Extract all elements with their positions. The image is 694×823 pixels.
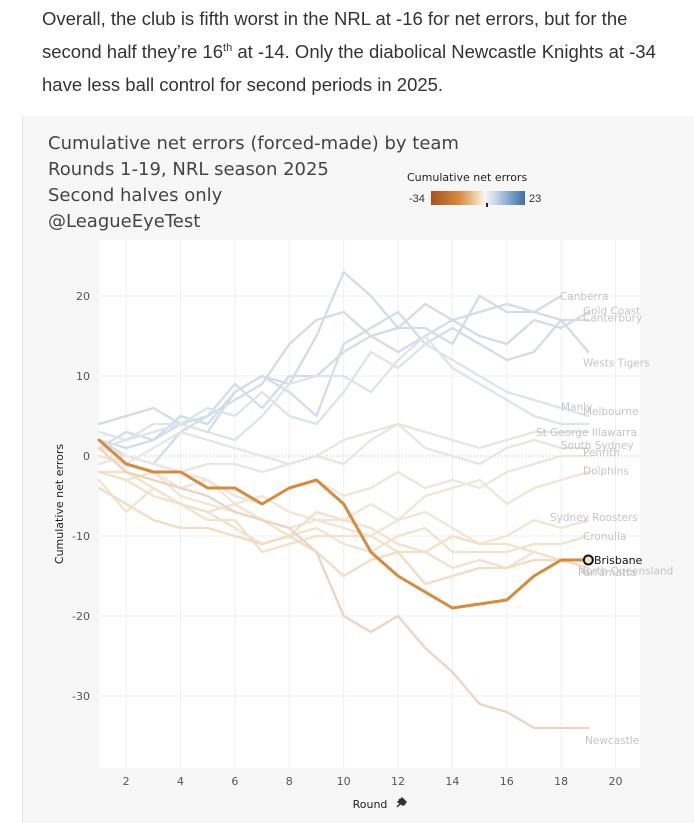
legend-title: Cumulative net errors [407, 171, 528, 184]
x-tick-label: 18 [554, 775, 568, 788]
chart-title-block: Cumulative net errors (forced-made) by t… [48, 131, 459, 235]
series-line-wests-tigers[interactable] [97, 310, 590, 450]
y-tick-label: 10 [76, 370, 90, 383]
pin-icon[interactable] [396, 796, 408, 808]
team-label-parramatta: Parramatta [578, 567, 637, 579]
team-label-north-queensland: North Queensland [578, 565, 673, 577]
y-tick-label: -30 [72, 690, 90, 703]
series-line-parramatta[interactable] [97, 486, 590, 586]
x-tick-label: 16 [500, 775, 514, 788]
team-label-sydney-roosters: Sydney Roosters [550, 512, 638, 524]
team-label-penrith: Penrith [583, 447, 620, 459]
y-axis-label: Cumulative net errors [53, 444, 66, 564]
team-label-canterbury: Canterbury [583, 313, 642, 325]
chart-subtitle-rounds: Rounds 1-19, NRL season 2025 [48, 159, 329, 180]
intro-text-2: at -14. Only the diabolical Newcastle Kn… [42, 41, 656, 95]
team-label-gold-coast: Gold Coast [583, 305, 640, 317]
y-tick-label: 0 [83, 450, 90, 463]
x-tick-label: 14 [445, 775, 459, 788]
team-label-dolphins: Dolphins [583, 465, 629, 477]
chart-handle: @LeagueEyeTest [48, 211, 201, 232]
team-label-st-george-illawarra: St George Illawarra [536, 427, 637, 439]
team-label-manly: Manly [561, 401, 592, 413]
team-label-cronulla: Cronulla [583, 531, 626, 543]
intro-paragraph: Overall, the club is fifth worst in the … [42, 2, 662, 101]
x-tick-label: 12 [391, 775, 405, 788]
team-label-melbourne: Melbourne [583, 406, 638, 418]
intro-superscript: th [223, 41, 233, 54]
legend-marker [486, 203, 488, 207]
team-label-brisbane: Brisbane [594, 554, 643, 567]
x-axis-label: Round [353, 798, 388, 811]
y-tick-label: -10 [72, 530, 90, 543]
intro-text-1: Overall, the club is fifth worst in the … [42, 8, 628, 62]
highlight-line [97, 438, 594, 610]
series-line-south-sydney[interactable] [97, 422, 590, 466]
series-line-sydney-roosters[interactable] [97, 470, 590, 546]
chart-title: Cumulative net errors (forced-made) by t… [48, 133, 459, 154]
chart-subtitle-halves: Second halves only [48, 185, 223, 206]
legend-min-label: -34 [409, 193, 425, 205]
series-line-newcastle[interactable] [97, 446, 590, 730]
axes: 2 4 6 8 10 12 14 16 18 20 -30 -20 -10 0 10 20 [72, 290, 623, 788]
x-tick-label: 6 [231, 775, 238, 788]
team-label-newcastle: Newcastle [585, 735, 639, 747]
series-line-brisbane[interactable] [97, 438, 590, 610]
series-lines [97, 270, 590, 730]
team-label-wests-tigers: Wests Tigers [583, 357, 650, 369]
x-tick-label: 8 [286, 775, 293, 788]
legend-max-label: 23 [529, 193, 542, 205]
team-label-canberra: Canberra [560, 291, 608, 303]
series-line-melbourne[interactable] [97, 334, 590, 450]
legend-color-bar[interactable] [431, 191, 525, 205]
x-tick-label: 4 [177, 775, 184, 788]
team-label-south-sydney: South Sydney [561, 440, 634, 452]
brisbane-end-marker[interactable] [582, 554, 594, 566]
x-tick-label: 10 [337, 775, 351, 788]
x-tick-label: 2 [123, 775, 130, 788]
x-tick-label: 20 [609, 775, 623, 788]
y-tick-label: -20 [72, 610, 90, 623]
y-tick-label: 20 [76, 290, 90, 303]
